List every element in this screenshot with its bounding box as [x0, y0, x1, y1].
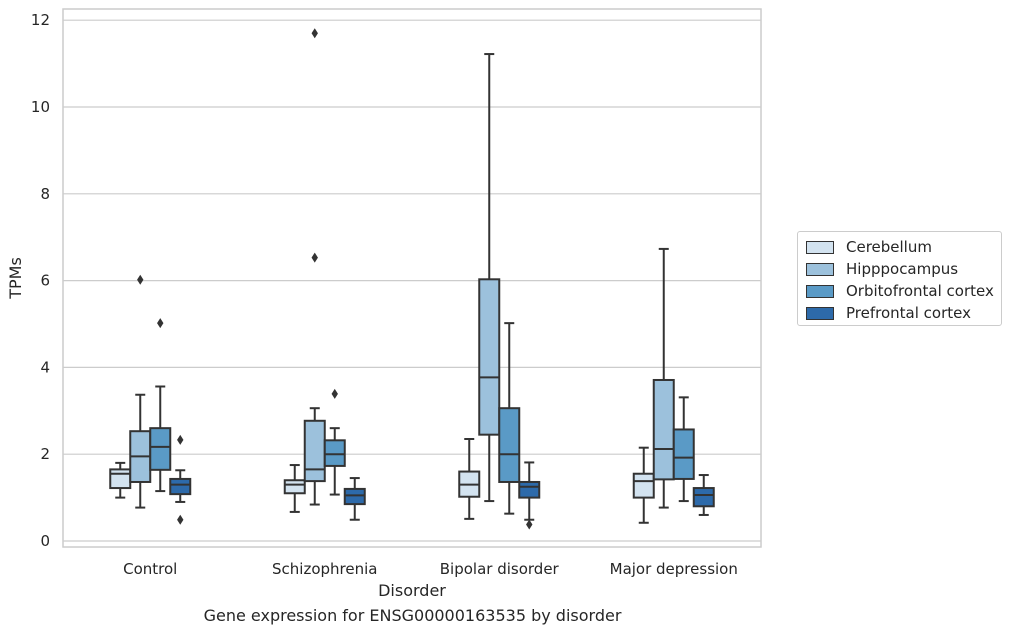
box-1-0: [129, 274, 152, 509]
legend-label: Cerebellum: [846, 238, 932, 256]
y-tick-label: 6: [40, 272, 50, 290]
y-tick-label: 2: [40, 445, 50, 463]
box-iqr: [169, 477, 192, 496]
box-iqr: [632, 472, 655, 499]
legend-item-cerebellum: Cerebellum: [804, 236, 995, 258]
x-tick-label: Bipolar disorder: [440, 560, 560, 578]
box-iqr: [498, 407, 521, 483]
y-axis-label: TPMs: [6, 257, 25, 300]
box-3-1: [343, 477, 366, 521]
box-iqr: [149, 427, 172, 471]
y-tick-label: 12: [31, 11, 50, 29]
legend-swatch-hippocampus: [806, 262, 834, 276]
box-iqr: [343, 487, 366, 506]
legend-item-hippocampus: Hipppocampus: [804, 258, 995, 280]
legend-swatch-orbitofrontal: [806, 284, 834, 298]
plot-frame: [62, 8, 762, 548]
box-iqr: [518, 480, 541, 499]
box-0-3: [632, 446, 655, 524]
outlier-point: [311, 252, 318, 263]
boxes: [109, 28, 715, 530]
outlier-point: [177, 434, 184, 445]
box-3-2: [518, 461, 541, 530]
y-tick-labels: 0 2 4 6 8 10 12: [31, 11, 50, 550]
legend-label: Orbitofrontal cortex: [846, 282, 994, 300]
box-iqr: [652, 378, 675, 481]
y-tick-label: 0: [40, 532, 50, 550]
box-2-2: [498, 322, 521, 515]
box-iqr: [692, 487, 715, 508]
box-iqr: [283, 479, 306, 495]
x-tick-label: Schizophrenia: [272, 560, 377, 578]
box-3-0: [169, 434, 192, 525]
box-iqr: [323, 439, 346, 467]
y-tick-label: 8: [40, 185, 50, 203]
legend-item-prefrontal: Prefrontal cortex: [804, 302, 995, 324]
outlier-point: [177, 514, 184, 525]
box-2-0: [149, 318, 172, 493]
box-1-2: [478, 53, 501, 503]
box-iqr: [303, 419, 326, 483]
outlier-point: [157, 318, 164, 329]
box-1-1: [303, 28, 326, 506]
figure-caption: Gene expression for ENSG00000163535 by d…: [203, 606, 622, 625]
x-tick-labels: Control Schizophrenia Bipolar disorder Majo…: [123, 560, 738, 578]
box-1-3: [652, 247, 675, 509]
legend-item-orbitofrontal: Orbitofrontal cortex: [804, 280, 995, 302]
legend-label: Hipppocampus: [846, 260, 959, 278]
legend: Cerebellum Hipppocampus Orbitofrontal co…: [797, 231, 1002, 326]
box-3-3: [692, 474, 715, 516]
x-tick-label: Control: [123, 560, 177, 578]
outlier-point: [137, 274, 144, 285]
grid-lines: [63, 19, 761, 542]
box-0-0: [109, 461, 132, 499]
box-2-3: [672, 396, 695, 503]
y-tick-label: 10: [31, 98, 50, 116]
legend-swatch-prefrontal: [806, 306, 834, 320]
outlier-point: [311, 28, 318, 39]
box-iqr: [478, 278, 501, 436]
box-0-1: [283, 464, 306, 513]
y-tick-label: 4: [40, 358, 50, 376]
legend-swatch-cerebellum: [806, 240, 834, 254]
box-iqr: [109, 468, 132, 490]
x-tick-label: Major depression: [610, 560, 738, 578]
outlier-point: [526, 519, 533, 530]
x-axis-label: Disorder: [378, 581, 446, 600]
box-0-2: [458, 438, 481, 520]
box-iqr: [672, 428, 695, 480]
box-2-1: [323, 388, 346, 496]
legend-label: Prefrontal cortex: [846, 304, 971, 322]
outlier-point: [331, 388, 338, 399]
